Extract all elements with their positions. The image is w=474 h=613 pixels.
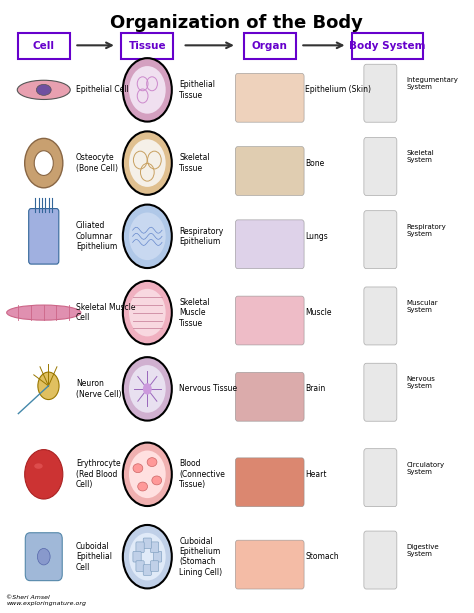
Text: Blood
(Connective
Tissue): Blood (Connective Tissue) [179,459,225,489]
Circle shape [123,357,172,421]
Circle shape [123,131,172,195]
Circle shape [25,139,63,188]
Text: Osteocyte
(Bone Cell): Osteocyte (Bone Cell) [76,153,118,173]
Text: Ciliated
Columnar
Epithelium: Ciliated Columnar Epithelium [76,221,117,251]
Circle shape [123,525,172,588]
Text: ©Sheri Amsel
www.exploringnature.org: ©Sheri Amsel www.exploringnature.org [6,595,86,606]
Text: Skeletal Muscle
Cell: Skeletal Muscle Cell [76,303,135,322]
Circle shape [123,58,172,121]
Ellipse shape [147,458,157,466]
Text: Muscular
System: Muscular System [406,300,438,313]
FancyBboxPatch shape [154,551,162,562]
FancyBboxPatch shape [236,458,304,507]
Ellipse shape [34,463,43,469]
Text: Stomach: Stomach [305,552,338,561]
Text: Skeletal
Tissue: Skeletal Tissue [179,153,210,173]
Text: Epithelium (Skin): Epithelium (Skin) [305,85,371,94]
Circle shape [143,383,152,395]
Circle shape [34,151,53,175]
FancyBboxPatch shape [236,147,304,196]
Text: Cell: Cell [33,41,55,51]
Ellipse shape [36,85,51,96]
FancyBboxPatch shape [364,531,397,589]
Text: Cuboidal
Epithelial
Cell: Cuboidal Epithelial Cell [76,542,112,571]
Circle shape [123,281,172,345]
Text: Circulatory
System: Circulatory System [406,462,445,474]
FancyBboxPatch shape [236,373,304,421]
Text: Muscle: Muscle [305,308,331,317]
Text: Heart: Heart [305,470,327,479]
Ellipse shape [152,476,162,485]
FancyBboxPatch shape [150,561,159,571]
Text: Skeletal
System: Skeletal System [406,151,434,164]
Text: Nervous Tissue: Nervous Tissue [179,384,237,394]
FancyBboxPatch shape [364,137,397,196]
Text: Respiratory
System: Respiratory System [406,224,446,237]
Text: Organ: Organ [252,41,288,51]
Text: Integumentary
System: Integumentary System [406,77,458,90]
FancyBboxPatch shape [133,551,141,562]
Text: Tissue: Tissue [128,41,166,51]
FancyBboxPatch shape [364,211,397,268]
Text: Digestive
System: Digestive System [406,544,439,557]
Text: Erythrocyte
(Red Blood
Cell): Erythrocyte (Red Blood Cell) [76,459,120,489]
FancyBboxPatch shape [236,220,304,268]
FancyBboxPatch shape [352,33,423,59]
Text: Neuron
(Nerve Cell): Neuron (Nerve Cell) [76,379,121,398]
FancyBboxPatch shape [364,449,397,507]
FancyBboxPatch shape [364,364,397,421]
Circle shape [129,365,166,413]
Text: Body System: Body System [349,41,426,51]
FancyBboxPatch shape [18,33,70,59]
Circle shape [129,213,166,260]
Circle shape [129,139,166,187]
Ellipse shape [7,305,81,320]
Circle shape [123,205,172,268]
FancyBboxPatch shape [25,533,62,581]
Text: Cuboidal
Epithelium
(Stomach
Lining Cell): Cuboidal Epithelium (Stomach Lining Cell… [179,536,222,577]
Text: Nervous
System: Nervous System [406,376,435,389]
Text: Lungs: Lungs [305,232,328,241]
Circle shape [129,66,166,113]
Ellipse shape [138,482,147,491]
Text: Brain: Brain [305,384,325,394]
Circle shape [37,549,50,565]
FancyBboxPatch shape [143,565,152,576]
Circle shape [129,289,166,337]
FancyBboxPatch shape [244,33,296,59]
Circle shape [129,451,166,498]
FancyBboxPatch shape [236,74,304,122]
Text: Epithelial Cell: Epithelial Cell [76,85,128,94]
FancyBboxPatch shape [364,64,397,122]
FancyBboxPatch shape [236,540,304,589]
Circle shape [38,372,59,400]
Text: Organization of the Body: Organization of the Body [110,13,363,32]
Text: Epithelial
Tissue: Epithelial Tissue [179,80,215,99]
FancyBboxPatch shape [29,208,59,264]
Ellipse shape [133,464,143,473]
Text: Bone: Bone [305,159,324,167]
FancyBboxPatch shape [136,561,144,571]
FancyBboxPatch shape [121,33,173,59]
Circle shape [129,533,166,581]
Circle shape [123,443,172,506]
Text: Respiratory
Epithelium: Respiratory Epithelium [179,227,224,246]
Text: Skeletal
Muscle
Tissue: Skeletal Muscle Tissue [179,298,210,327]
Ellipse shape [17,80,70,99]
FancyBboxPatch shape [143,538,152,549]
FancyBboxPatch shape [364,287,397,345]
FancyBboxPatch shape [136,542,144,552]
Circle shape [25,449,63,499]
FancyBboxPatch shape [150,542,159,552]
FancyBboxPatch shape [236,296,304,345]
